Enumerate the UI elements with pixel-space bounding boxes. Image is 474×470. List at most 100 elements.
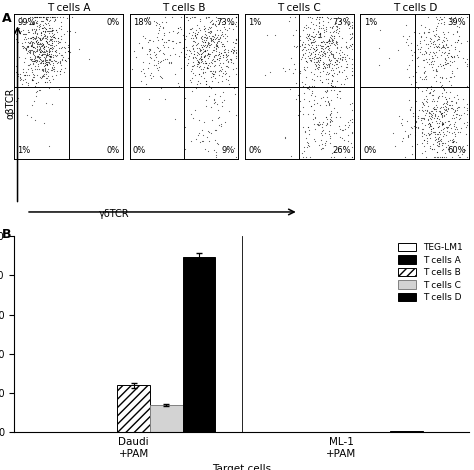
Point [444, 107, 451, 115]
Point [299, 149, 306, 157]
Point [217, 16, 225, 23]
Point [227, 47, 235, 55]
Point [326, 121, 334, 128]
Point [33, 33, 40, 41]
Point [45, 17, 52, 25]
Point [455, 47, 463, 55]
Point [315, 63, 322, 71]
Point [300, 65, 308, 73]
Point [32, 82, 39, 90]
Point [447, 124, 455, 132]
Point [224, 47, 232, 54]
Point [436, 107, 443, 115]
Point [306, 36, 313, 43]
Point [221, 118, 228, 125]
Point [317, 54, 324, 62]
Point [302, 33, 310, 41]
Point [449, 30, 457, 38]
Point [228, 20, 236, 28]
Point [39, 48, 46, 56]
Point [451, 13, 459, 21]
Point [205, 53, 212, 60]
Point [201, 47, 209, 54]
Point [348, 29, 356, 37]
Point [211, 68, 219, 76]
Point [43, 60, 50, 68]
Point [31, 48, 38, 55]
Point [25, 62, 33, 69]
Point [333, 39, 340, 46]
Point [24, 42, 32, 49]
Point [430, 73, 438, 80]
Point [440, 112, 448, 119]
Point [434, 124, 442, 131]
Point [435, 124, 442, 131]
Point [52, 46, 59, 53]
Point [43, 13, 50, 21]
Point [318, 38, 325, 46]
Point [313, 55, 321, 62]
Point [420, 136, 428, 144]
Point [45, 50, 52, 58]
Point [306, 31, 313, 39]
Point [434, 130, 442, 138]
Point [321, 129, 328, 137]
Point [321, 97, 329, 104]
Point [202, 43, 210, 51]
Point [221, 48, 228, 56]
Point [454, 36, 462, 44]
Point [436, 36, 443, 43]
Point [434, 43, 441, 50]
Point [208, 84, 215, 91]
Point [23, 42, 31, 50]
Point [451, 16, 458, 24]
Point [217, 120, 225, 128]
Point [327, 153, 335, 160]
Point [447, 102, 454, 109]
Point [292, 79, 300, 86]
Point [341, 75, 348, 83]
Point [463, 141, 471, 149]
Point [206, 23, 213, 31]
Point [33, 23, 40, 30]
Point [298, 55, 305, 63]
Point [193, 61, 201, 68]
Point [338, 53, 346, 61]
Point [217, 68, 225, 75]
Point [146, 47, 153, 54]
X-axis label: Target cells: Target cells [212, 464, 271, 470]
Point [208, 59, 216, 67]
Point [196, 47, 204, 55]
Point [299, 50, 307, 57]
Point [435, 137, 443, 145]
Point [195, 64, 202, 71]
Point [306, 54, 313, 62]
Point [413, 55, 421, 62]
Point [180, 50, 187, 58]
Point [223, 33, 230, 40]
Point [376, 26, 384, 34]
Point [432, 135, 439, 143]
Point [45, 21, 53, 29]
Point [182, 50, 190, 58]
Point [218, 72, 226, 79]
Point [453, 104, 461, 112]
Point [443, 124, 450, 132]
Point [50, 42, 58, 50]
Point [43, 52, 50, 59]
Point [18, 75, 25, 83]
Point [224, 48, 232, 55]
Point [438, 16, 445, 23]
Point [196, 17, 204, 24]
Bar [391, 431, 423, 432]
Point [324, 38, 331, 46]
Point [33, 53, 41, 61]
Point [438, 51, 445, 58]
Point [215, 56, 223, 64]
Point [28, 47, 36, 54]
Point [38, 52, 46, 59]
Point [205, 82, 213, 90]
Point [45, 43, 52, 51]
Point [309, 20, 317, 28]
Point [325, 39, 332, 47]
